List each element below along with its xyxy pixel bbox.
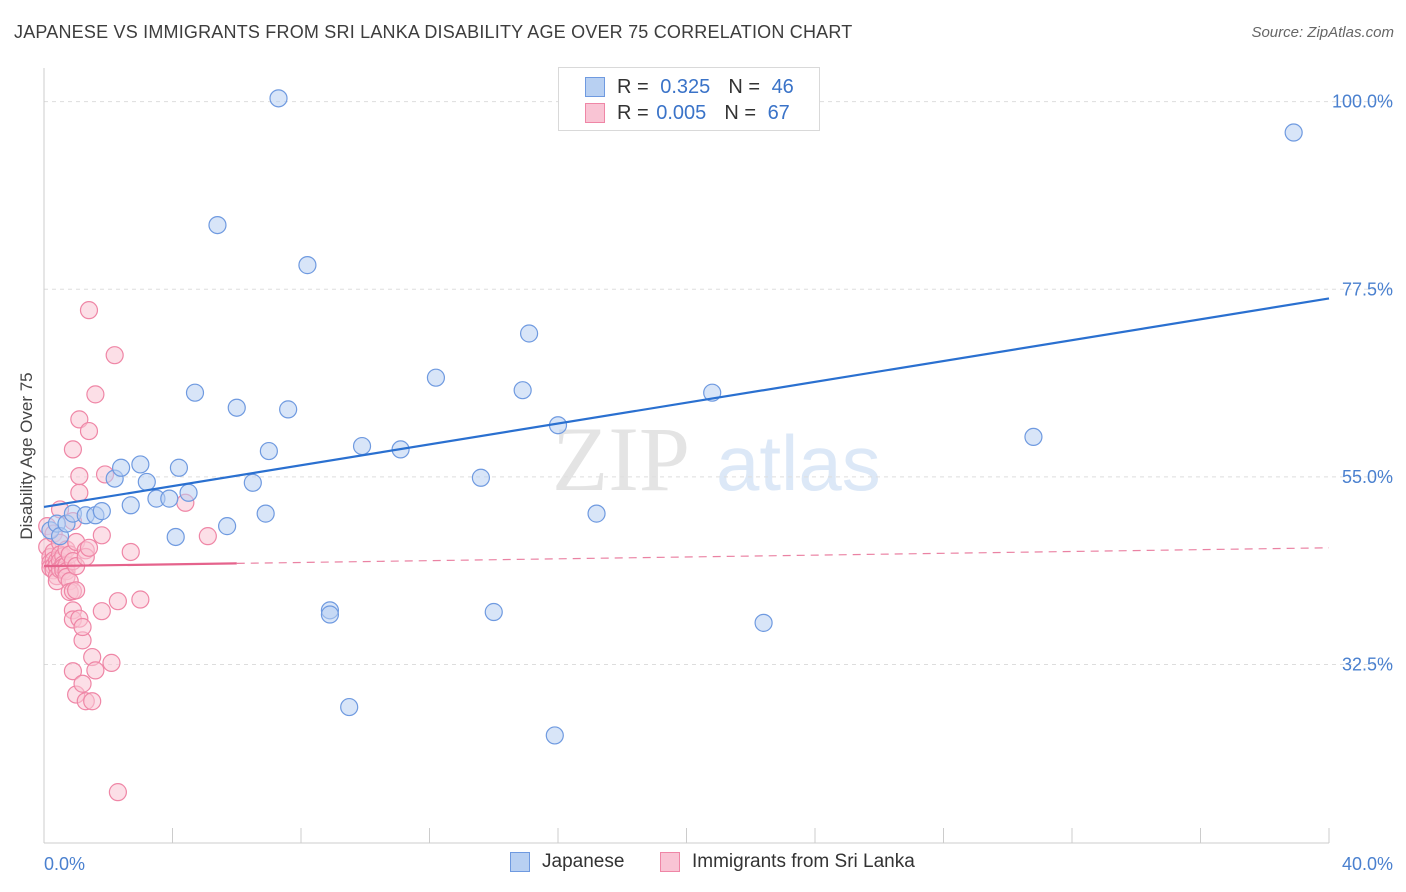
sri-lanka-point (105, 346, 124, 365)
legend-swatch-blue (585, 77, 605, 97)
sri-lanka-point (86, 385, 105, 404)
japanese-point (131, 455, 150, 474)
trend-lines (43, 297, 1330, 568)
japanese-point (484, 602, 503, 622)
sri-lanka-point (79, 301, 99, 320)
sri-lanka-point (92, 526, 111, 545)
sri-lanka-point (92, 602, 111, 621)
y-tick-label: 100.0% (1332, 92, 1393, 112)
chart-title: JAPANESE VS IMMIGRANTS FROM SRI LANKA DI… (14, 22, 853, 42)
n-value: 67 (767, 101, 790, 124)
japanese-point (243, 473, 262, 492)
legend-item-sri-lanka[interactable]: Immigrants from Sri Lanka (660, 851, 915, 873)
japanese-point (269, 89, 288, 108)
sri-lanka-point (86, 661, 105, 680)
japanese-point (352, 436, 372, 456)
r-label: R = (617, 75, 649, 98)
x-tick-label-min: 0.0% (44, 854, 85, 874)
japanese-point (121, 496, 140, 515)
watermark: ZIP atlas (552, 408, 881, 510)
japanese-trend-line (43, 297, 1330, 509)
japanese-point (471, 468, 490, 487)
data-points (38, 89, 1303, 802)
sri-lanka-trend-line (43, 562, 237, 568)
japanese-point (1024, 427, 1043, 447)
japanese-point (179, 483, 198, 502)
japanese-point (208, 215, 227, 235)
sri-lanka-point (70, 410, 89, 429)
n-label: N = (724, 101, 756, 124)
series-legend: Japanese Immigrants from Sri Lanka (0, 851, 1406, 879)
source-label: Source: ZipAtlas.com (1251, 24, 1394, 41)
japanese-point (185, 383, 205, 402)
grid (44, 101, 1393, 666)
legend-swatch-sri-lanka (660, 852, 680, 872)
sri-lanka-point (79, 538, 99, 557)
n-label: N = (728, 75, 760, 98)
japanese-point (545, 726, 564, 745)
japanese-point (587, 504, 606, 523)
japanese-point (340, 697, 359, 717)
sri-lanka-point (67, 581, 86, 600)
legend-swatch-pink (585, 103, 605, 123)
x-tick-label-max: 40.0% (1342, 854, 1393, 874)
watermark-atlas: atlas (716, 419, 881, 507)
japanese-point (1284, 123, 1303, 142)
japanese-point (227, 398, 246, 417)
japanese-point (169, 458, 189, 477)
sri-lanka-point (121, 542, 140, 562)
y-tick-label: 32.5% (1342, 655, 1393, 675)
n-value: 46 (771, 75, 794, 98)
sri-lanka-point (73, 617, 92, 637)
sri-lanka-point (83, 692, 102, 711)
japanese-point (256, 504, 275, 523)
japanese-point (218, 517, 237, 536)
japanese-point (279, 400, 298, 419)
y-axis-label: Disability Age Over 75 (17, 372, 36, 539)
y-tick-label: 55.0% (1342, 467, 1393, 487)
sri-lanka-point (70, 483, 89, 502)
legend-item-japanese[interactable]: Japanese (510, 851, 624, 873)
sri-lanka-point (102, 653, 121, 672)
japanese-point (754, 613, 773, 632)
japanese-point (298, 256, 317, 275)
r-label: R = (617, 101, 649, 124)
japanese-point (160, 489, 179, 508)
r-value: 0.005 (656, 101, 707, 124)
axes (43, 68, 1330, 844)
sri-lanka-point (108, 592, 127, 611)
watermark-zip: ZIP (552, 408, 690, 510)
legend-label-sri-lanka: Immigrants from Sri Lanka (692, 851, 915, 872)
sri-lanka-point (79, 421, 99, 441)
y-tick-label: 77.5% (1342, 279, 1393, 299)
japanese-point (166, 527, 185, 547)
stats-row-sri-lanka: R = 0.005 N = 67 (585, 101, 790, 125)
legend-label-japanese: Japanese (542, 851, 625, 872)
sri-lanka-point (73, 674, 92, 693)
japanese-point (92, 502, 111, 521)
sri-lanka-point (198, 527, 217, 546)
sri-lanka-trend-line-extension (236, 547, 1330, 565)
legend-swatch-japanese (510, 852, 530, 872)
sri-lanka-point (70, 466, 89, 486)
stats-row-japanese: R = 0.325 N = 46 (585, 75, 794, 99)
y-tick-labels: 100.0% 77.5% 55.0% 32.5% (1332, 92, 1393, 675)
sri-lanka-point (63, 440, 83, 459)
japanese-point (519, 324, 539, 343)
sri-lanka-point (131, 590, 150, 609)
japanese-point (259, 441, 278, 461)
r-value: 0.325 (660, 75, 711, 98)
sri-lanka-point (108, 783, 127, 802)
japanese-point (426, 368, 446, 387)
sri-lanka-point (63, 662, 83, 681)
japanese-point (320, 605, 340, 624)
japanese-point (513, 381, 532, 400)
japanese-point (111, 458, 131, 477)
japanese-point (137, 472, 156, 492)
stats-legend: R = 0.325 N = 46 R = 0.005 N = 67 (558, 67, 820, 131)
